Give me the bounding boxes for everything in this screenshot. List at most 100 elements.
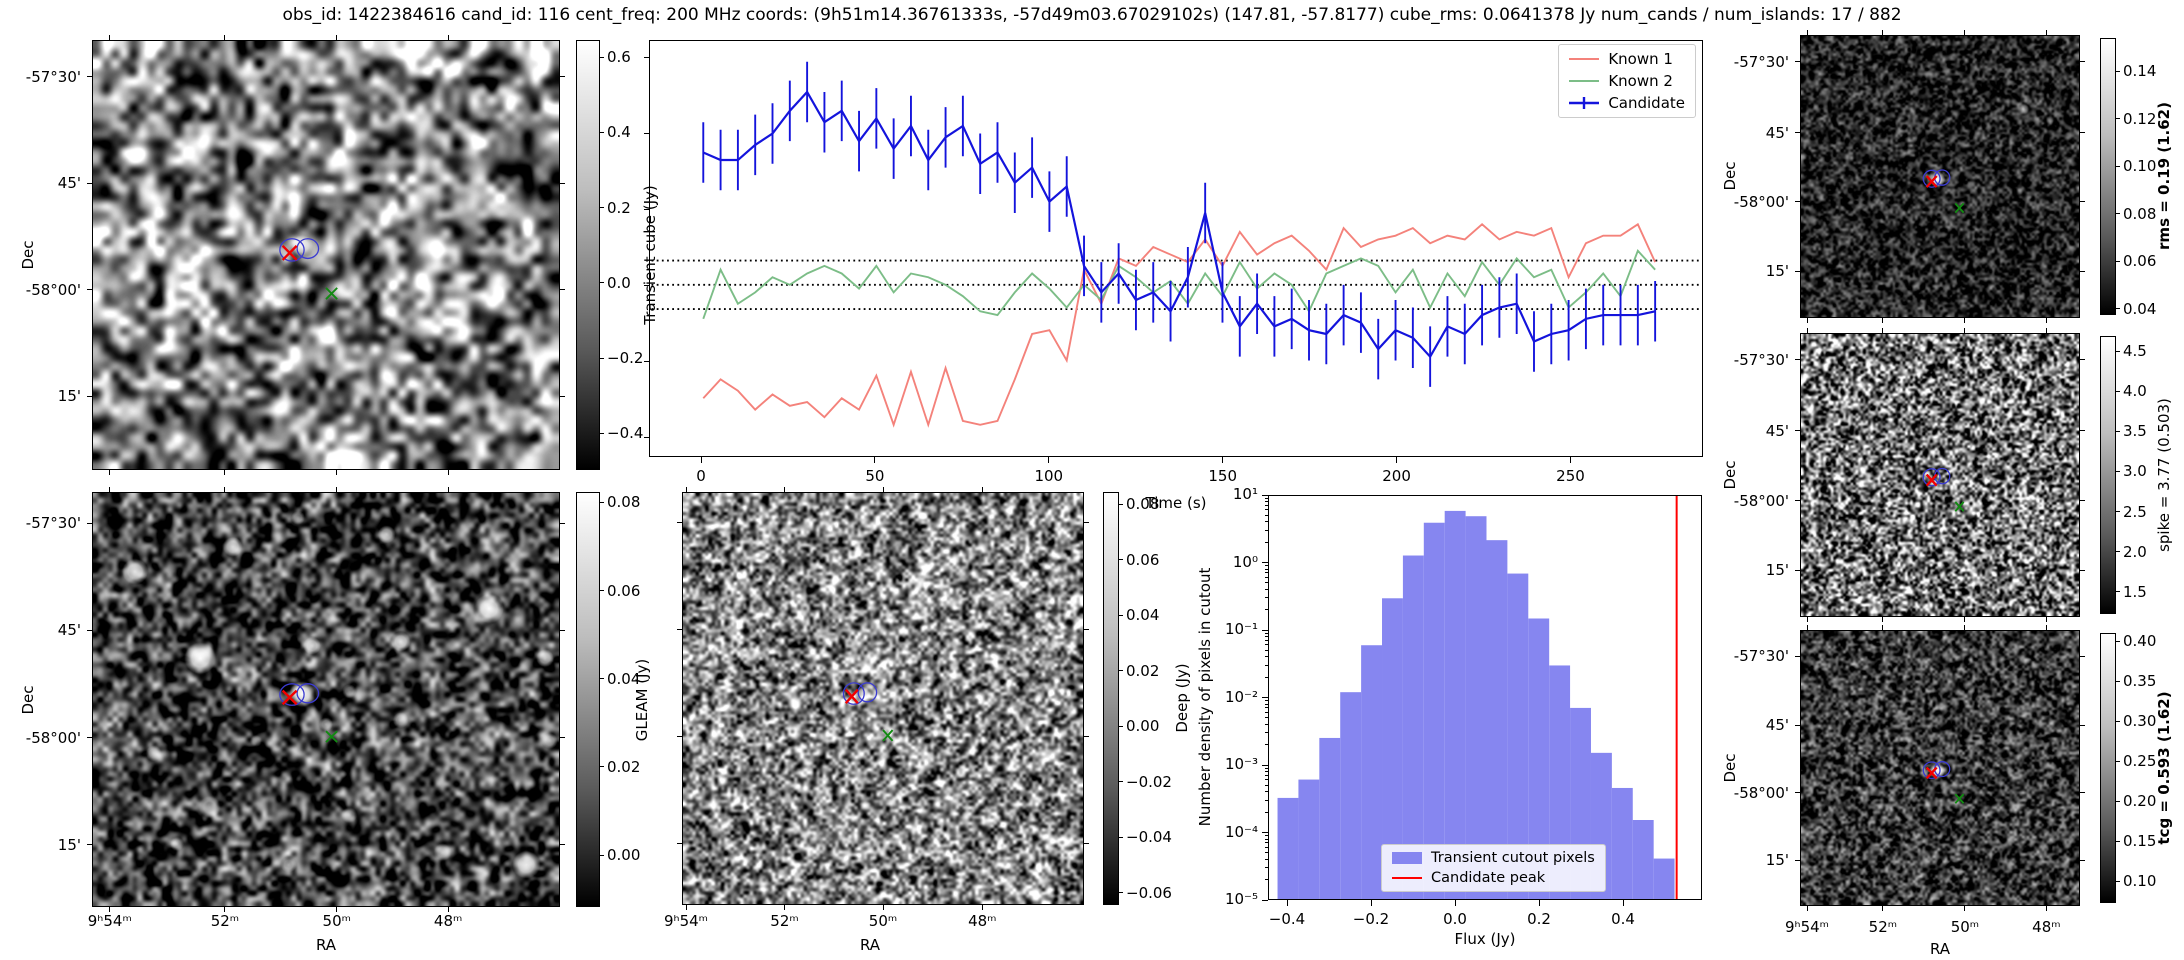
tick-mark xyxy=(685,905,687,910)
tick-label: 50 xyxy=(865,467,885,485)
tick-mark xyxy=(1265,707,1268,709)
tick-mark xyxy=(560,76,565,78)
tick-mark xyxy=(560,629,565,631)
tick-mark xyxy=(560,182,565,184)
tick-mark xyxy=(600,678,604,680)
tick-mark xyxy=(2080,61,2085,63)
tick-mark xyxy=(1538,900,1540,906)
tick-mark xyxy=(447,907,449,912)
gleam-cutout-panel xyxy=(92,492,560,907)
ra-axis-label: RA xyxy=(315,936,337,954)
tick-label: 0.06 xyxy=(2123,252,2157,271)
tick-mark xyxy=(109,35,111,40)
tick-label: 2.5 xyxy=(2123,502,2147,521)
legend-item-candidate-peak: Candidate peak xyxy=(1392,870,1546,886)
tick-mark xyxy=(1265,609,1268,611)
tick-mark xyxy=(1265,572,1268,574)
ra-axis-label: RA xyxy=(859,936,881,954)
tick-mark xyxy=(600,56,604,58)
island-contour xyxy=(297,239,318,259)
tick-mark xyxy=(1265,565,1268,567)
tick-label: 45' xyxy=(1765,421,1789,440)
tick-mark xyxy=(644,360,649,362)
tick-mark xyxy=(1265,582,1268,584)
tick-mark xyxy=(1795,61,1800,63)
tick-mark xyxy=(336,35,338,40)
ra-axis-label: RA xyxy=(1929,940,1951,958)
tick-label: 45' xyxy=(1765,123,1789,142)
tick-label: 10⁰ xyxy=(1232,552,1258,571)
tick-mark xyxy=(1119,559,1123,561)
tick-mark xyxy=(1265,879,1268,881)
tick-mark xyxy=(1265,744,1268,746)
tick-label: 10⁻² xyxy=(1224,687,1258,706)
tick-mark xyxy=(1396,457,1398,463)
tick-label: 48ᵐ xyxy=(2032,918,2061,936)
tick-mark xyxy=(87,629,92,631)
tick-label: 15' xyxy=(1765,851,1789,870)
tick-mark xyxy=(1265,858,1268,860)
tick-label: 0.00 xyxy=(607,846,641,865)
tick-label: 50ᵐ xyxy=(322,912,351,930)
tick-mark xyxy=(2080,655,2085,657)
tick-mark xyxy=(1882,625,1884,630)
tick-mark xyxy=(1265,717,1268,719)
tick-mark xyxy=(1222,457,1224,463)
known-source-x-marker xyxy=(326,288,337,299)
tick-label: 10⁻³ xyxy=(1224,755,1258,773)
dec-axis-label: Dec xyxy=(1721,161,1739,191)
tick-mark xyxy=(1795,500,1800,502)
tick-mark xyxy=(1882,617,1884,622)
tick-label: -58°00' xyxy=(1733,783,1789,802)
tick-mark xyxy=(1265,541,1268,543)
tick-mark xyxy=(109,470,111,475)
rms-overlay xyxy=(1801,36,2079,317)
tick-mark xyxy=(1806,625,1808,630)
tick-label: 1.5 xyxy=(2123,582,2147,601)
tick-mark xyxy=(1265,838,1268,840)
tick-mark xyxy=(1262,629,1268,631)
tick-mark xyxy=(1265,811,1268,813)
tick-label: 0.08 xyxy=(607,493,641,512)
tick-label: −0.4 xyxy=(1268,910,1306,928)
island-contour xyxy=(1935,170,1950,185)
island-contour xyxy=(1923,170,1940,187)
tick-mark xyxy=(447,35,449,40)
known-source-x-marker xyxy=(326,731,337,742)
tick-mark xyxy=(1806,318,1808,323)
dec-axis-label: Dec xyxy=(1721,460,1739,490)
tick-mark xyxy=(1048,457,1050,463)
tick-mark xyxy=(1084,735,1089,737)
tick-mark xyxy=(2116,118,2120,120)
tick-mark xyxy=(2080,569,2085,571)
tick-mark xyxy=(2116,800,2120,802)
tick-mark xyxy=(1964,617,1966,622)
tick-label: 10¹ xyxy=(1232,485,1258,503)
gleam-image xyxy=(93,493,559,906)
legend-item-candidate: Candidate xyxy=(1569,94,1685,112)
figure-title: obs_id: 1422384616 cand_id: 116 cent_fre… xyxy=(282,5,1902,25)
deep-overlay xyxy=(683,493,1083,904)
tick-label: 3.0 xyxy=(2123,462,2147,481)
tick-mark xyxy=(2116,350,2120,352)
tick-mark xyxy=(644,284,649,286)
tick-mark xyxy=(1119,670,1123,672)
tick-mark xyxy=(1084,842,1089,844)
tick-mark xyxy=(336,907,338,912)
tick-label: 45' xyxy=(1765,716,1789,735)
tick-mark xyxy=(600,501,604,503)
tick-mark xyxy=(1795,655,1800,657)
tick-label: -57°30' xyxy=(1733,52,1789,71)
deep-colorbar xyxy=(1103,492,1119,905)
tick-label: 0.15 xyxy=(2123,832,2157,851)
tick-label: 0.10 xyxy=(2123,157,2157,176)
tick-label: 9ʰ54ᵐ xyxy=(1784,918,1830,936)
tick-mark xyxy=(882,487,884,492)
tick-label: -57°30' xyxy=(25,514,81,533)
tick-mark xyxy=(560,522,565,524)
tick-label: 48ᵐ xyxy=(968,912,997,930)
tick-mark xyxy=(2116,640,2120,642)
legend-item-known-2: Known 2 xyxy=(1569,72,1673,90)
tick-mark xyxy=(700,457,702,463)
tick-mark xyxy=(2116,760,2120,762)
